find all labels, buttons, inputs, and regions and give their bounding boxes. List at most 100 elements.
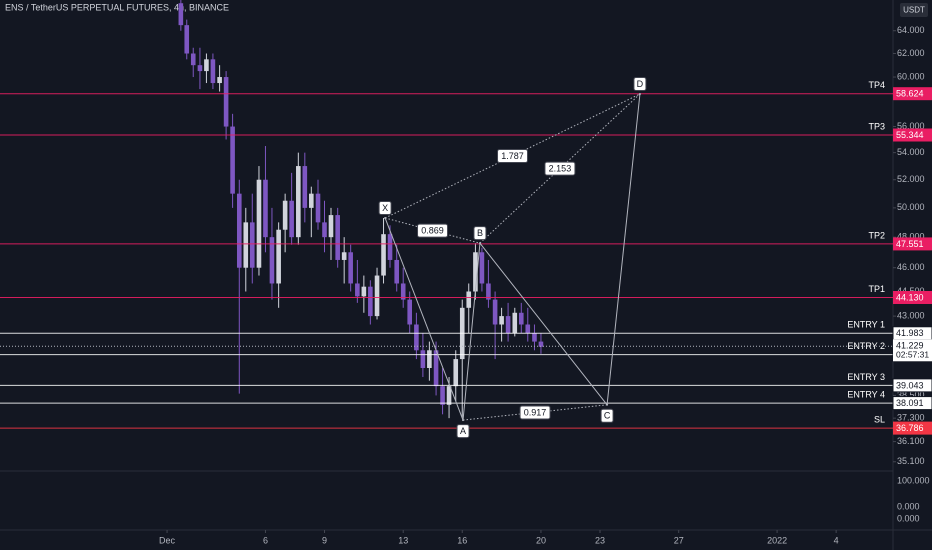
level-label: TP1 [868,284,885,294]
candle-body [453,359,459,387]
currency-badge[interactable] [900,3,928,17]
candle-body [420,350,426,369]
candle-body [223,77,229,127]
ratio-label: 1.787 [501,151,524,161]
level-price: 39.043 [896,380,924,390]
pattern-point [384,216,387,219]
candle-body [249,222,255,268]
level-label: TP3 [868,121,885,131]
y-tick-label: 52.000 [897,174,925,184]
lower-scale-label: 100.000 [897,475,930,485]
pattern-leg [606,93,641,405]
point-label: C [604,411,611,421]
y-tick-label: 48.000 [897,232,925,242]
candle-body [433,350,439,387]
candle-body [217,77,222,84]
level-price: 36.786 [896,423,924,433]
candle-body [479,252,485,284]
last-price-badge [893,339,932,362]
level-price: 58.624 [896,89,924,99]
y-tick-label: 35.100 [897,456,925,466]
ratio-label: 2.153 [549,163,572,173]
candle-body [236,193,242,268]
candle-body [374,275,380,317]
y-tick-label: 64.000 [897,25,925,35]
candle-body [184,25,190,54]
ratio-box [417,223,449,238]
candle-body [427,350,432,369]
level-badge [892,378,932,393]
x-tick-label: 13 [398,535,408,545]
lower-scale-label: 0.000 [897,501,920,511]
pattern-point [462,419,465,422]
level-price: 38.091 [896,398,924,408]
x-tick-label: Dec [159,535,176,545]
last-price: 41.229 [896,341,924,351]
candle-body [328,215,334,238]
y-tick-label: 44.500 [897,286,925,296]
candle-body [178,3,184,26]
candle-body [276,229,281,284]
candle-body [512,312,518,333]
level-price: 44.130 [896,292,924,302]
candle-body [394,259,400,284]
y-tick-label: 37.300 [897,413,925,423]
y-tick-label: 60.000 [897,71,925,81]
candle-body [289,200,294,238]
y-tick-label: 56.000 [897,121,925,131]
ratio-label: 0.869 [421,225,444,235]
x-tick-label: 16 [457,535,467,545]
candle-body [256,179,262,268]
y-tick-label: 46.000 [897,262,925,272]
candle-body [492,299,498,325]
candle-body [190,53,196,66]
candle-body [269,237,275,284]
candle-body [532,332,537,342]
candles [178,0,544,419]
point-box [473,226,487,241]
level-label: ENTRY 4 [847,389,885,399]
x-tick-label: 2022 [767,535,787,545]
y-tick-label: 36.100 [897,436,925,446]
chart-title: ENS / TetherUS PERPETUAL FUTURES, 4h, BI… [5,2,229,12]
candle-body [440,386,445,405]
x-tick-label: 27 [674,535,684,545]
level-label: TP2 [868,230,885,240]
y-tick-label: 54.000 [897,147,925,157]
y-tick-label: 62.000 [897,48,925,58]
level-label: ENTRY 3 [847,372,885,382]
level-badge [893,290,932,304]
candle-body [466,291,472,308]
candle-body [204,59,209,72]
level-badge [893,421,932,435]
x-tick-label: 23 [595,535,605,545]
candle-body [243,222,249,268]
candle-body [499,316,504,325]
candle-body [525,324,531,333]
candle-body [473,252,478,292]
y-tick-label: 50.000 [897,202,925,212]
candle-body [387,234,393,260]
y-tick-label: 38.500 [897,390,925,400]
countdown: 02:57:31 [896,350,929,360]
candle-body [335,215,340,260]
point-label: B [477,228,483,238]
x-tick-label: 20 [536,535,546,545]
x-tick-label: 6 [263,535,268,545]
level-label: TP4 [868,80,885,90]
candle-body [302,166,308,208]
level-badge [893,87,932,101]
candle-body [197,65,203,72]
candle-body [282,200,288,230]
ratio-box [544,161,576,176]
candle-body [446,386,452,405]
candle-body [518,312,524,325]
candle-body [407,299,413,325]
point-label: A [460,426,466,436]
currency: USDT [903,6,925,15]
point-label: D [637,79,644,89]
point-box [378,200,392,215]
pattern-leg [462,243,481,421]
